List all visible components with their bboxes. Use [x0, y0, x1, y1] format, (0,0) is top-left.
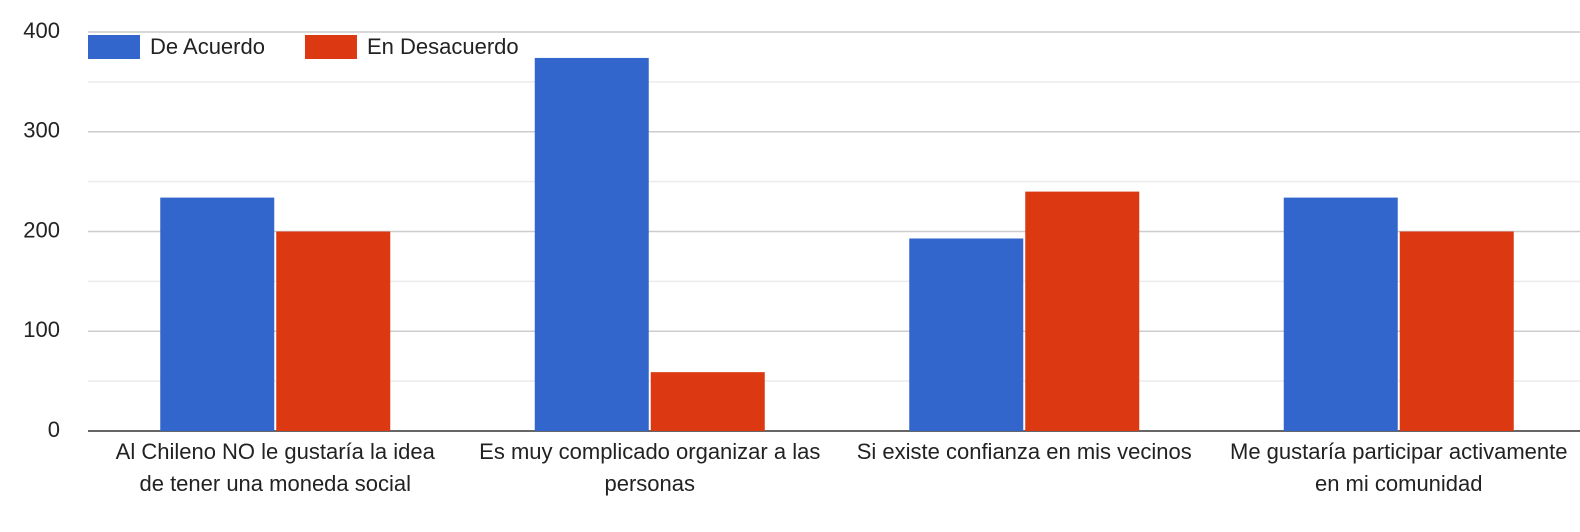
bar: [909, 238, 1024, 431]
y-tick-label: 300: [23, 118, 60, 143]
legend-swatch: [304, 35, 357, 59]
legend-label: De Acuerdo: [150, 34, 265, 59]
y-tick-label: 100: [23, 317, 60, 342]
bar: [160, 197, 275, 431]
x-tick-label-line: Me gustaría participar activamente: [1230, 439, 1568, 464]
x-tick-label: Es muy complicado organizar a las persona…: [479, 439, 820, 496]
x-tick-label-line: de tener una moneda social: [139, 471, 411, 496]
bar: [1399, 231, 1514, 431]
y-tick-label: 200: [23, 217, 60, 242]
legend-label: En Desacuerdo: [367, 34, 519, 59]
legend-swatch: [88, 35, 140, 59]
bar: [650, 372, 765, 431]
x-tick-label-line: Si existe confianza en mis vecinos: [857, 439, 1192, 464]
bar: [1025, 191, 1140, 431]
x-tick-label-line: Es muy complicado organizar a las: [479, 439, 820, 464]
x-tick-label-line: en mi comunidad: [1315, 471, 1483, 496]
x-tick-label-line: Al Chileno NO le gustaría la idea: [116, 439, 436, 464]
x-tick-label: Me gustaría participar activamente en mi …: [1230, 439, 1568, 496]
x-tick-label-line: personas: [604, 471, 695, 496]
bar: [276, 231, 391, 431]
y-tick-label: 0: [48, 417, 60, 442]
x-tick-label: Si existe confianza en mis vecinos: [857, 439, 1192, 464]
bar: [1283, 197, 1398, 431]
x-tick-label: Al Chileno NO le gustaría la idea de tene…: [116, 439, 436, 496]
y-tick-label: 400: [23, 18, 60, 43]
bar: [534, 57, 649, 432]
